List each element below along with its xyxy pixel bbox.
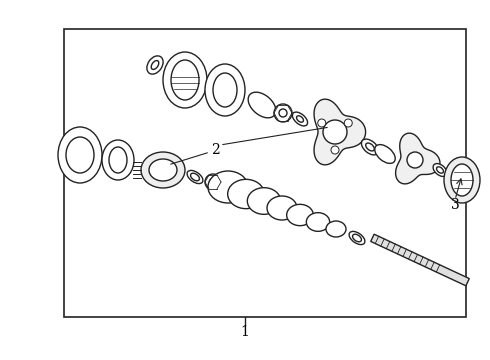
Ellipse shape bbox=[247, 188, 281, 214]
Polygon shape bbox=[371, 234, 469, 286]
Ellipse shape bbox=[366, 143, 374, 151]
Circle shape bbox=[279, 109, 287, 117]
Ellipse shape bbox=[208, 171, 248, 203]
Circle shape bbox=[210, 179, 217, 185]
Ellipse shape bbox=[353, 234, 362, 242]
Text: 1: 1 bbox=[241, 325, 249, 339]
Ellipse shape bbox=[171, 60, 199, 100]
Ellipse shape bbox=[437, 167, 443, 173]
Ellipse shape bbox=[248, 92, 276, 118]
Ellipse shape bbox=[147, 56, 163, 74]
Ellipse shape bbox=[163, 52, 207, 108]
Ellipse shape bbox=[444, 157, 480, 203]
Ellipse shape bbox=[66, 137, 94, 173]
Ellipse shape bbox=[187, 170, 203, 184]
Polygon shape bbox=[314, 99, 366, 165]
Ellipse shape bbox=[433, 163, 447, 176]
Ellipse shape bbox=[102, 140, 134, 180]
Ellipse shape bbox=[362, 139, 379, 155]
Ellipse shape bbox=[326, 221, 346, 237]
Ellipse shape bbox=[306, 213, 330, 231]
Ellipse shape bbox=[228, 179, 264, 209]
Ellipse shape bbox=[287, 204, 313, 226]
Circle shape bbox=[318, 119, 326, 127]
Circle shape bbox=[274, 104, 292, 122]
Ellipse shape bbox=[191, 173, 199, 181]
Ellipse shape bbox=[149, 159, 177, 181]
Ellipse shape bbox=[141, 152, 185, 188]
Ellipse shape bbox=[151, 60, 159, 69]
Ellipse shape bbox=[109, 147, 127, 173]
Text: 3: 3 bbox=[451, 198, 459, 212]
Ellipse shape bbox=[267, 196, 297, 220]
Bar bbox=[64, 29, 465, 317]
Text: 2: 2 bbox=[211, 143, 220, 157]
Ellipse shape bbox=[349, 231, 365, 244]
Circle shape bbox=[205, 174, 221, 190]
Ellipse shape bbox=[451, 164, 473, 196]
Ellipse shape bbox=[205, 64, 245, 116]
Ellipse shape bbox=[375, 145, 395, 163]
Circle shape bbox=[344, 119, 352, 127]
Circle shape bbox=[331, 146, 339, 154]
Ellipse shape bbox=[296, 116, 303, 122]
Circle shape bbox=[323, 120, 347, 144]
Ellipse shape bbox=[293, 112, 308, 126]
Ellipse shape bbox=[213, 73, 237, 107]
Ellipse shape bbox=[58, 127, 102, 183]
Polygon shape bbox=[395, 133, 440, 184]
Circle shape bbox=[407, 152, 423, 168]
